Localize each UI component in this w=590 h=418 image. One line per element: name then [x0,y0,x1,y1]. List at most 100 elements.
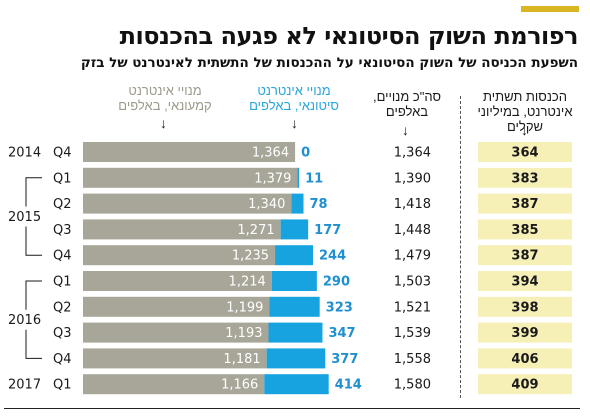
header-revenue-line1: הכנסות תשתית [483,89,567,104]
revenue-box [478,348,572,369]
bar-commercial [83,348,267,369]
header-revenue-line3: שקלים [507,119,543,134]
total-label: 1,364 [394,146,431,161]
bar-label-wholesale: 177 [314,223,341,238]
revenue-box [478,271,572,291]
bar-label-wholesale: 377 [331,352,358,367]
quarter-label: Q4 [53,146,72,161]
accent-bar [521,6,579,12]
bar-commercial [83,193,292,214]
bar-wholesale [291,193,304,214]
revenue-box [478,322,572,343]
bar-commercial [83,167,298,188]
revenue-label: 399 [511,326,538,341]
bar-label-commercial: 1,379 [254,171,291,186]
header-commercial: מנויי אינטרנט קמעונאי, באלפים [90,83,240,113]
total-label: 1,390 [394,171,431,186]
revenue-label: 406 [511,352,538,367]
quarter-label: Q4 [53,249,72,264]
bar-wholesale [269,296,320,317]
arrow-down-icon: ↓ [521,122,528,138]
quarter-label: Q2 [53,197,72,212]
revenue-label: 385 [511,223,538,238]
bar-label-wholesale: 0 [301,146,310,161]
bar-label-commercial: 1,199 [226,300,263,315]
bar-commercial [83,142,296,162]
header-revenue-line2: אינטרנט, במיליוני [477,104,573,119]
header-total: סה"כ מנויים, באלפים [368,89,446,119]
revenue-label: 409 [511,378,538,393]
bar-label-wholesale: 323 [326,300,353,315]
total-label: 1,521 [394,300,431,315]
bar-label-commercial: 1,271 [237,223,274,238]
bar-label-wholesale: 347 [328,326,355,341]
quarter-label: Q1 [53,378,72,393]
year-label: 2014 [8,146,41,161]
bar-label-commercial: 1,181 [223,352,260,367]
total-label: 1,418 [394,197,431,212]
total-label: 1,503 [394,275,431,290]
bar-commercial [83,322,269,343]
bar-wholesale [275,245,313,266]
header-wholesale-line1: מנויי אינטרנט [257,83,331,98]
bar-label-wholesale: 78 [309,197,327,212]
header-wholesale: מנויי אינטרנט סיטונאי, באלפים [242,83,346,113]
revenue-label: 398 [511,300,538,315]
bar-label-commercial: 1,364 [252,146,289,161]
revenue-label: 394 [511,275,538,290]
quarter-label: Q4 [53,352,72,367]
year-bracket [25,177,42,256]
bar-label-wholesale: 11 [305,171,323,186]
bar-label-commercial: 1,193 [225,326,262,341]
bar-wholesale [266,348,326,369]
total-label: 1,448 [394,223,431,238]
revenue-label: 364 [511,146,538,161]
bar-label-wholesale: 414 [335,378,362,393]
quarter-label: Q3 [53,326,72,341]
baseline [4,408,580,409]
arrow-down-icon: ↓ [402,122,409,138]
bar-commercial [83,219,281,240]
bar-wholesale [268,322,323,343]
bar-commercial [83,374,265,395]
quarter-label: Q1 [53,171,72,186]
total-label: 1,479 [394,249,431,264]
bar-label-wholesale: 244 [319,249,346,264]
revenue-box [478,193,572,214]
quarter-label: Q3 [53,223,72,238]
year-label: 2015 [8,210,41,225]
revenue-label: 387 [511,249,538,264]
header-total-line1: סה"כ מנויים, [373,89,441,104]
total-label: 1,539 [394,326,431,341]
arrow-down-icon: ↓ [291,115,298,131]
total-label: 1,558 [394,352,431,367]
revenue-box [478,167,572,188]
bar-label-wholesale: 290 [323,275,350,290]
bar-label-commercial: 1,214 [229,275,266,290]
total-label: 1,580 [394,378,431,393]
quarter-label: Q2 [53,300,72,315]
revenue-box [478,296,572,317]
bar-wholesale [280,219,309,240]
bar-label-commercial: 1,166 [221,378,258,393]
header-commercial-line2: קמעונאי, באלפים [118,98,212,113]
revenue-box [478,374,572,395]
revenue-label: 387 [511,197,538,212]
revenue-box [478,245,572,266]
bar-wholesale [271,271,317,291]
bar-commercial [83,296,270,317]
bar-wholesale [264,374,329,395]
header-commercial-line1: מנויי אינטרנט [128,83,202,98]
header-total-line2: באלפים [385,104,429,119]
year-label: 2017 [8,378,41,393]
header-revenue: הכנסות תשתית אינטרנט, במיליוני שקלים [472,89,578,134]
chart-subtitle: השפעת הכניסה של השוק הסיטונאי על ההכנסות… [80,55,578,71]
quarter-label: Q1 [53,275,72,290]
year-label: 2016 [8,313,41,328]
bar-commercial [83,245,276,266]
year-bracket [25,280,42,359]
bar-label-commercial: 1,340 [248,197,285,212]
bar-label-commercial: 1,235 [232,249,269,264]
column-divider [460,96,461,398]
